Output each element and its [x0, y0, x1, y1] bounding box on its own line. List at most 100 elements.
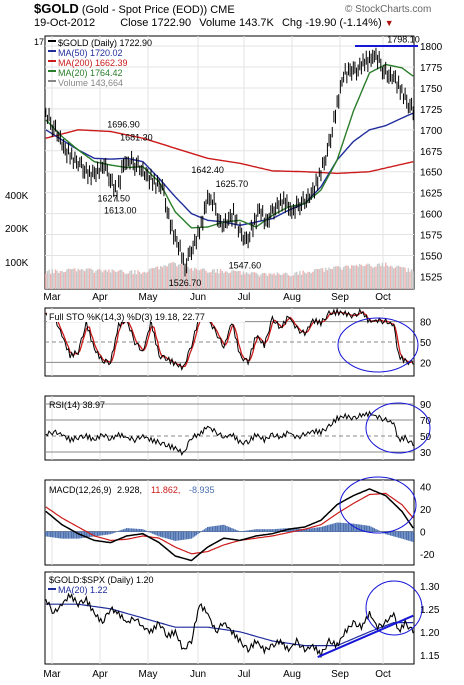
volume-bar [90, 268, 92, 289]
volume-bar [176, 266, 178, 289]
macd-histogram-bar [389, 531, 392, 536]
volume-bar [117, 270, 120, 289]
volume-bar [198, 270, 201, 289]
volume-bar [227, 273, 230, 289]
price-tick-label: 1800 [420, 42, 443, 53]
macd-histogram-bar [218, 525, 220, 532]
macd-histogram-bar [124, 528, 126, 532]
macd-histogram-bar [240, 531, 243, 532]
macd-histogram-bar [247, 530, 249, 532]
volume-bar [219, 269, 222, 289]
volume-bar [114, 271, 117, 289]
volume-bar [338, 266, 340, 289]
macd-histogram-bar [391, 531, 393, 536]
macd-histogram-bar [273, 529, 275, 532]
macd-histogram-bar [224, 525, 227, 532]
down-arrow-icon: ▼ [384, 18, 394, 28]
macd-histogram-bar [237, 530, 240, 532]
volume-bar [53, 273, 55, 289]
macd-histogram-bar [150, 531, 152, 534]
macd-histogram-bar [184, 531, 186, 540]
stoch-legend-bg [47, 310, 245, 322]
ratio-ma-line [45, 603, 414, 647]
macd-histogram-bar [229, 527, 232, 532]
macd-histogram-bar [312, 528, 314, 532]
month-label-bottom: Apr [92, 669, 108, 680]
macd-histogram-bar [234, 529, 236, 532]
rsi-panel [44, 395, 415, 461]
macd-histogram-bar [325, 525, 327, 532]
macd-histogram-bar [179, 531, 181, 541]
macd-histogram-bar [190, 531, 193, 539]
volume-tick-label: 100K [5, 258, 29, 269]
volume-bar [286, 273, 288, 289]
date: 19-Oct-2012 [34, 17, 96, 29]
macd-histogram-bar [338, 522, 340, 532]
price-panel [44, 35, 415, 290]
macd-line [45, 488, 414, 562]
macd-histogram-bar [72, 531, 75, 539]
volume-bar [216, 268, 219, 289]
volume-bar [239, 271, 241, 289]
volume-bar [412, 271, 414, 289]
volume-bar [205, 270, 207, 289]
macd-histogram-bar [402, 531, 405, 540]
macd-histogram-bar [93, 531, 96, 537]
volume-bar [325, 267, 327, 289]
volume-bar [375, 266, 377, 289]
volume-bar [46, 270, 49, 289]
macd-histogram-bar [88, 531, 91, 538]
macd-histogram-bar [261, 529, 264, 532]
volume-bar [210, 272, 212, 289]
ratio-trend-line [317, 614, 414, 659]
volume-bar [245, 272, 248, 289]
macd-histogram-bar [328, 524, 330, 532]
volume-bar [247, 273, 249, 289]
volume-bar [45, 273, 47, 289]
rsi-line [45, 410, 414, 456]
macd-histogram-bar [121, 529, 123, 532]
macd-histogram-bar [367, 525, 369, 532]
volume-bar [383, 266, 385, 289]
volume-bar [142, 272, 144, 289]
month-label: Jun [190, 292, 206, 303]
ratio-tick-label: 1.25 [420, 605, 440, 616]
month-label-bottom: Jun [190, 669, 206, 680]
volume-bar [323, 271, 325, 289]
macd-histogram-bar [219, 525, 222, 532]
macd-histogram-bar [203, 529, 206, 532]
macd-histogram-bar [221, 524, 223, 532]
rsi-legend: RSI(14) 38.97 [49, 400, 105, 410]
volume-bar [171, 262, 173, 289]
volume-bar [143, 271, 146, 289]
macd-histogram-bar [357, 524, 359, 532]
volume-bar [317, 269, 319, 289]
volume-tick-label: 200K [5, 224, 29, 235]
volume-bar [313, 269, 316, 289]
legend-swatch [48, 70, 56, 72]
macd-histogram-bar [135, 528, 138, 532]
macd-tick-label: -20 [420, 550, 435, 561]
macd-histogram-bar [51, 531, 53, 538]
legend-swatch [48, 50, 56, 52]
volume-bar [261, 273, 264, 289]
macd-histogram-bar [253, 529, 256, 532]
volume-bar [156, 266, 159, 289]
macd-histogram-bar [323, 526, 325, 532]
macd-histogram-bar [239, 531, 241, 532]
volume-bar [169, 262, 172, 289]
macd-histogram-bar [245, 530, 248, 532]
volume-bar [138, 271, 141, 289]
macd-histogram-bar [169, 531, 172, 540]
macd-histogram-bar [373, 528, 376, 532]
volume-bar [80, 269, 83, 289]
macd-tick-label: 0 [420, 527, 426, 538]
macd-histogram-bar [59, 531, 62, 539]
ma50-line [45, 112, 414, 227]
ma20-line [45, 63, 414, 229]
price-annotation: 1681.30 [120, 132, 153, 142]
macd-histogram-bar [103, 531, 105, 536]
macd-histogram-bar [294, 528, 296, 532]
